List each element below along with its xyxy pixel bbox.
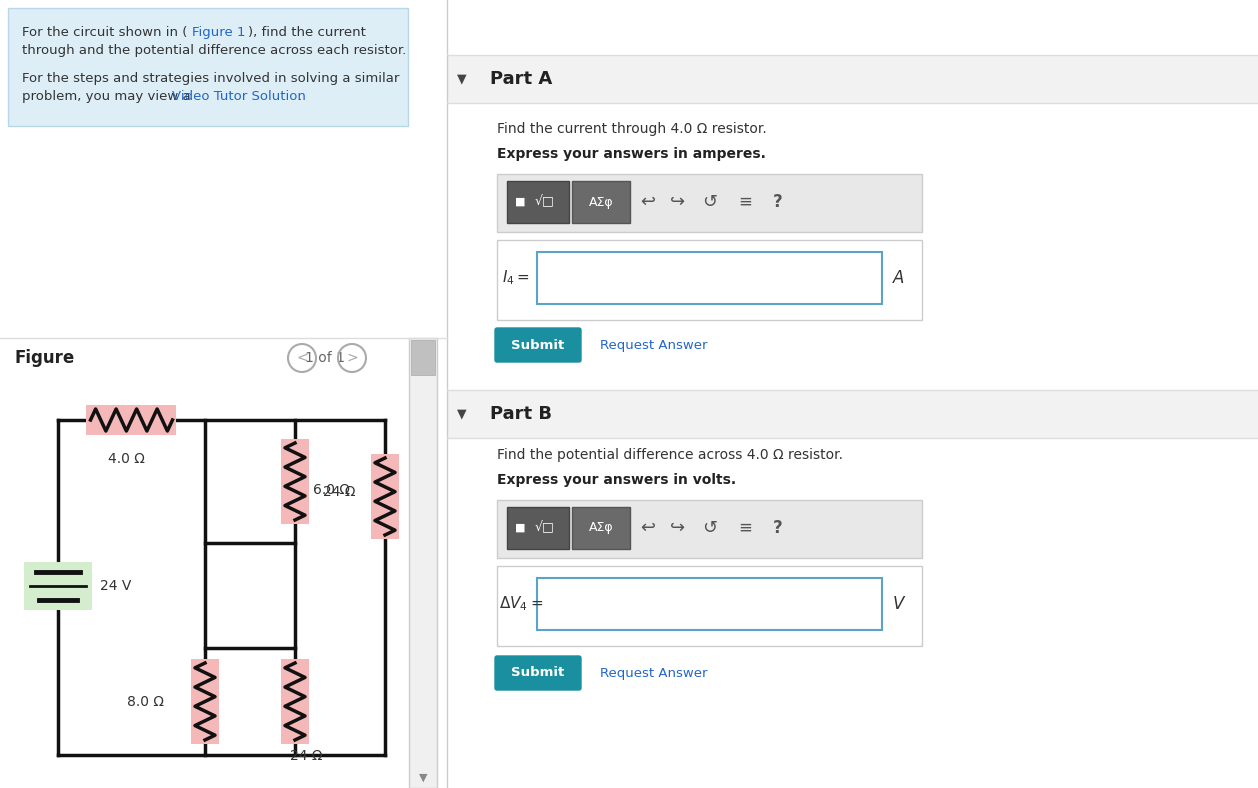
Text: ▼: ▼ <box>457 72 467 86</box>
Text: ↪: ↪ <box>671 193 686 211</box>
Text: through and the potential difference across each resistor.: through and the potential difference acr… <box>21 44 406 57</box>
Text: ↺: ↺ <box>702 193 717 211</box>
Text: √□: √□ <box>535 195 555 209</box>
Text: ■: ■ <box>515 197 526 207</box>
Text: 24 Ω: 24 Ω <box>291 749 322 764</box>
Text: Request Answer: Request Answer <box>600 667 707 679</box>
Bar <box>507 507 569 549</box>
Text: Part B: Part B <box>491 405 552 423</box>
Text: ↪: ↪ <box>671 519 686 537</box>
Text: Find the potential difference across 4.0 Ω resistor.: Find the potential difference across 4.0… <box>497 448 843 462</box>
Bar <box>24 562 92 609</box>
Text: ≡: ≡ <box>738 193 752 211</box>
Text: Figure 1: Figure 1 <box>192 26 245 39</box>
Text: Express your answers in amperes.: Express your answers in amperes. <box>497 147 766 161</box>
Bar <box>572 507 630 549</box>
Text: ▼: ▼ <box>419 773 428 783</box>
Text: √□: √□ <box>535 522 555 534</box>
Text: 8.0 Ω: 8.0 Ω <box>127 694 164 708</box>
Text: ↩: ↩ <box>640 519 655 537</box>
Text: Figure: Figure <box>15 349 75 367</box>
Bar <box>409 338 437 788</box>
Bar <box>537 252 882 304</box>
Bar <box>447 55 1258 103</box>
Text: 4.0 Ω: 4.0 Ω <box>108 452 145 466</box>
Bar <box>191 659 219 744</box>
Text: >: > <box>346 351 357 365</box>
Text: 24 Ω: 24 Ω <box>323 485 356 499</box>
Text: ↩: ↩ <box>640 193 655 211</box>
Bar <box>281 439 309 524</box>
Bar <box>8 8 408 126</box>
Bar <box>281 659 309 744</box>
Text: ?: ? <box>774 193 782 211</box>
Text: ?: ? <box>774 519 782 537</box>
Text: ), find the current: ), find the current <box>248 26 366 39</box>
Bar <box>497 566 922 646</box>
Text: Video Tutor Solution: Video Tutor Solution <box>172 90 306 103</box>
Bar <box>537 578 882 630</box>
Text: $\Delta V_4 =$: $\Delta V_4 =$ <box>499 595 543 613</box>
Text: Find the current through 4.0 Ω resistor.: Find the current through 4.0 Ω resistor. <box>497 122 766 136</box>
Text: 24 V: 24 V <box>99 578 131 593</box>
Text: AΣφ: AΣφ <box>589 522 614 534</box>
Text: For the circuit shown in (: For the circuit shown in ( <box>21 26 187 39</box>
Text: <: < <box>296 351 308 365</box>
Bar <box>411 340 435 375</box>
Bar <box>87 405 176 435</box>
Text: $I_4 =$: $I_4 =$ <box>502 269 530 288</box>
Text: ■: ■ <box>515 523 526 533</box>
Text: ▼: ▼ <box>457 407 467 421</box>
Text: Part A: Part A <box>491 70 552 88</box>
Bar <box>447 390 1258 438</box>
Text: ≡: ≡ <box>738 519 752 537</box>
Text: 1 of 1: 1 of 1 <box>304 351 345 365</box>
Text: problem, you may view a: problem, you may view a <box>21 90 195 103</box>
Text: A: A <box>893 269 905 287</box>
FancyBboxPatch shape <box>494 328 581 362</box>
Bar <box>497 174 922 232</box>
Text: ↺: ↺ <box>702 519 717 537</box>
Text: AΣφ: AΣφ <box>589 195 614 209</box>
Text: Submit: Submit <box>511 667 565 679</box>
Text: For the steps and strategies involved in solving a similar: For the steps and strategies involved in… <box>21 72 399 85</box>
Bar <box>371 454 399 539</box>
FancyBboxPatch shape <box>494 656 581 690</box>
Bar <box>497 240 922 320</box>
Bar <box>572 181 630 223</box>
Bar <box>497 500 922 558</box>
Text: Express your answers in volts.: Express your answers in volts. <box>497 473 736 487</box>
Text: Request Answer: Request Answer <box>600 339 707 351</box>
Text: V: V <box>893 595 905 613</box>
Text: Submit: Submit <box>511 339 565 351</box>
Bar <box>507 181 569 223</box>
Text: .: . <box>298 90 302 103</box>
Text: 6.0 Ω: 6.0 Ω <box>313 482 350 496</box>
